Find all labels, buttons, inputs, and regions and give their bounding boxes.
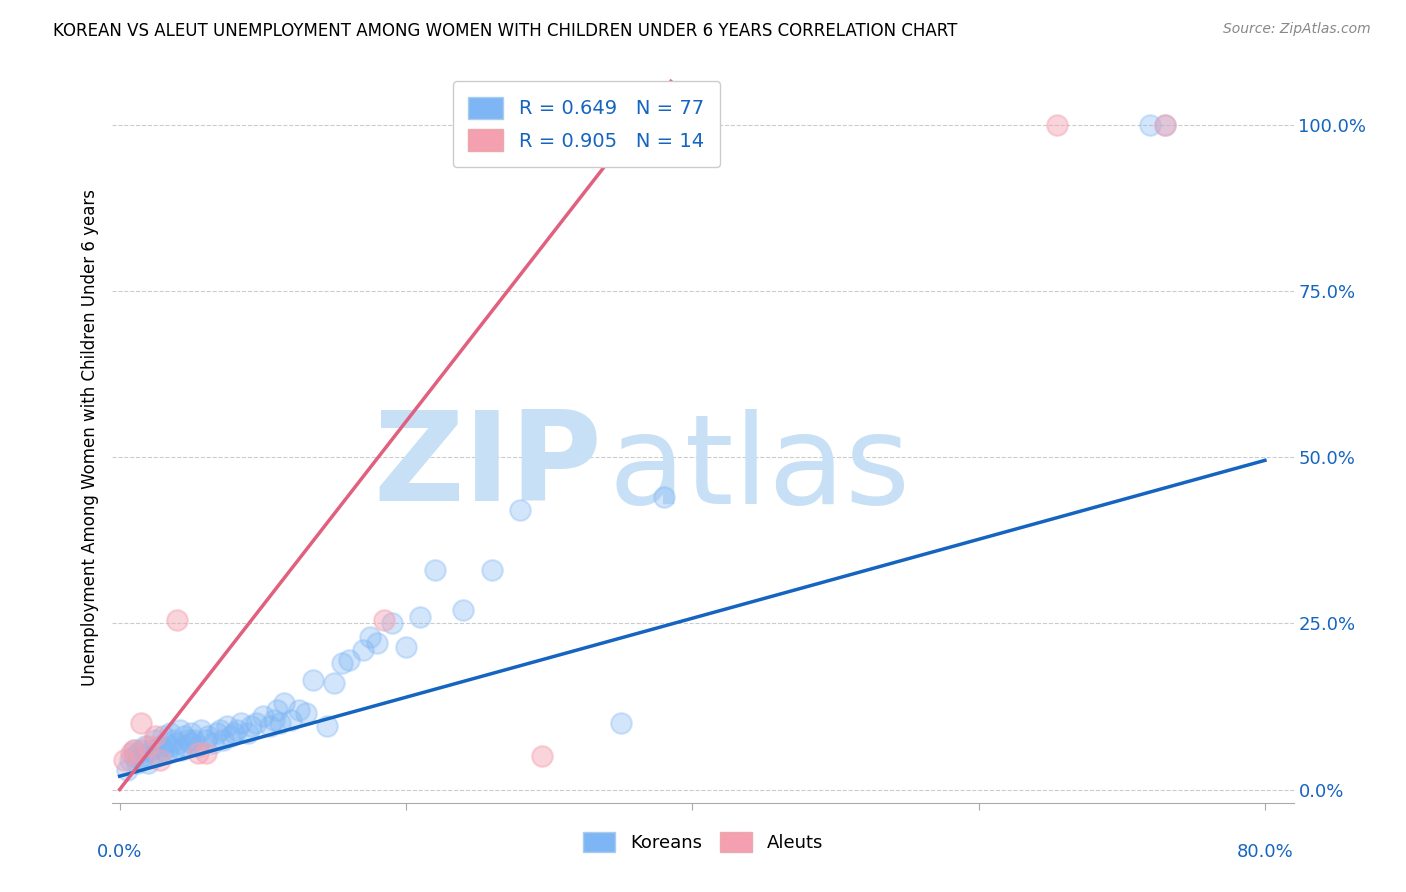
Point [359, 630, 381, 644]
Point [509, 503, 531, 517]
Text: 0.0%: 0.0% [97, 843, 142, 861]
Text: ZIP: ZIP [374, 406, 603, 527]
Point [194, 732, 217, 747]
Point [316, 719, 339, 733]
Point [240, 719, 263, 733]
Y-axis label: Unemployment Among Women with Children Under 6 years: Unemployment Among Women with Children U… [80, 188, 98, 686]
Point [337, 653, 360, 667]
Text: KOREAN VS ALEUT UNEMPLOYMENT AMONG WOMEN WITH CHILDREN UNDER 6 YEARS CORRELATION: KOREAN VS ALEUT UNEMPLOYMENT AMONG WOMEN… [53, 22, 957, 40]
Point [183, 732, 205, 747]
Point [373, 613, 395, 627]
Text: atlas: atlas [609, 409, 911, 531]
Point [159, 726, 181, 740]
Point [381, 616, 404, 631]
Point [118, 753, 141, 767]
Point [395, 640, 418, 654]
Point [224, 726, 246, 740]
Point [131, 749, 153, 764]
Point [159, 739, 181, 754]
Point [187, 739, 209, 754]
Point [302, 673, 325, 687]
Point [273, 696, 295, 710]
Point [352, 643, 374, 657]
Point [134, 739, 156, 754]
Point [652, 490, 675, 504]
Point [245, 716, 267, 731]
Point [451, 603, 474, 617]
Point [1139, 118, 1161, 132]
Point [136, 756, 159, 770]
Legend: Koreans, Aleuts: Koreans, Aleuts [575, 824, 831, 860]
Point [366, 636, 388, 650]
Point [205, 726, 228, 740]
Point [152, 742, 174, 756]
Point [1153, 118, 1175, 132]
Point [155, 736, 177, 750]
Point [156, 746, 179, 760]
Point [122, 749, 145, 764]
Point [145, 732, 167, 747]
Point [166, 736, 188, 750]
Point [152, 729, 174, 743]
Point [129, 742, 152, 756]
Point [122, 742, 145, 756]
Point [174, 739, 197, 754]
Point [287, 703, 309, 717]
Point [259, 719, 281, 733]
Point [125, 756, 148, 770]
Point [252, 709, 274, 723]
Point [1153, 118, 1175, 132]
Point [481, 563, 503, 577]
Point [330, 656, 353, 670]
Point [146, 749, 169, 764]
Point [190, 723, 212, 737]
Point [269, 716, 291, 731]
Point [215, 719, 238, 733]
Point [201, 736, 224, 750]
Point [162, 732, 184, 747]
Point [180, 726, 202, 740]
Point [238, 726, 260, 740]
Point [423, 563, 446, 577]
Point [266, 703, 288, 717]
Point [180, 736, 202, 750]
Point [112, 753, 135, 767]
Point [1046, 118, 1069, 132]
Point [187, 746, 209, 760]
Point [211, 732, 233, 747]
Point [120, 746, 142, 760]
Point [115, 763, 138, 777]
Point [139, 742, 162, 756]
Point [127, 746, 149, 760]
Point [145, 746, 167, 760]
Point [294, 706, 316, 720]
Point [208, 723, 231, 737]
Point [149, 753, 172, 767]
Point [609, 716, 631, 731]
Point [221, 729, 243, 743]
Point [194, 746, 217, 760]
Point [163, 742, 186, 756]
Point [323, 676, 346, 690]
Point [129, 753, 152, 767]
Point [136, 739, 159, 754]
Point [166, 613, 188, 627]
Point [226, 723, 249, 737]
Point [129, 716, 152, 731]
Point [177, 732, 200, 747]
Point [231, 716, 253, 731]
Point [173, 729, 195, 743]
Point [170, 742, 193, 756]
Point [530, 749, 553, 764]
Text: 80.0%: 80.0% [1236, 843, 1294, 861]
Point [409, 609, 432, 624]
Point [145, 729, 167, 743]
Point [149, 739, 172, 754]
Point [122, 742, 145, 756]
Point [169, 723, 191, 737]
Point [263, 713, 285, 727]
Point [280, 713, 302, 727]
Point [197, 729, 219, 743]
Text: Source: ZipAtlas.com: Source: ZipAtlas.com [1223, 22, 1371, 37]
